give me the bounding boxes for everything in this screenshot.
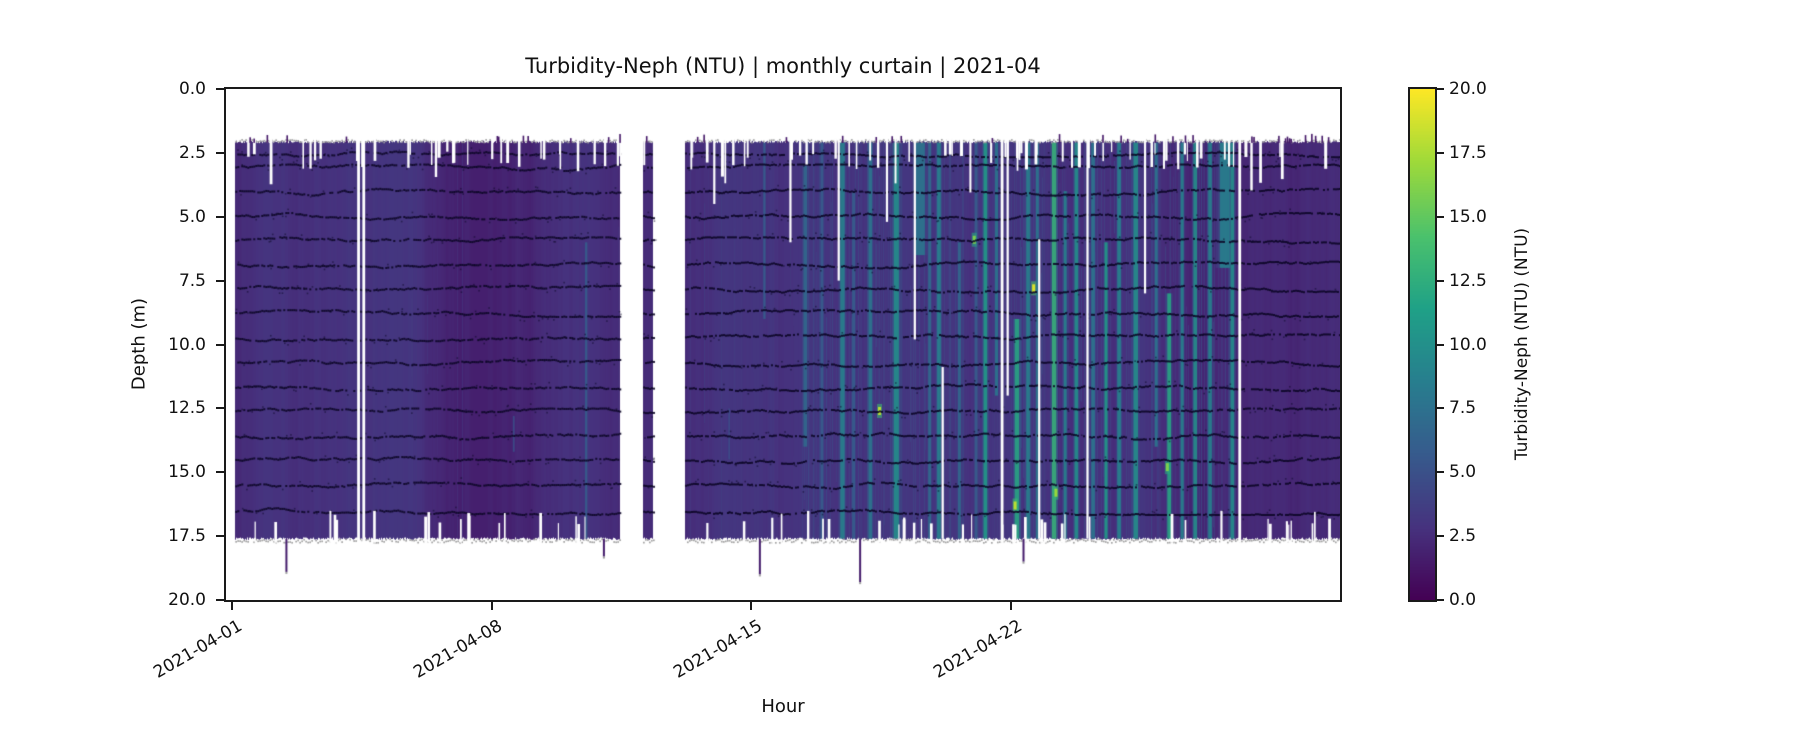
colorbar-tick-label: 5.0 — [1449, 462, 1477, 483]
colorbar-tick — [1437, 279, 1444, 282]
colorbar-tick — [1437, 599, 1444, 601]
y-tick-label: 2.5 — [178, 142, 206, 163]
y-tick-label: 12.5 — [168, 398, 206, 419]
heatmap-canvas — [226, 89, 1340, 600]
x-tick-label-text: 2021-04-15 — [669, 616, 766, 683]
y-tick — [216, 88, 224, 90]
colorbar — [1408, 87, 1437, 602]
colorbar-tick-label: 20.0 — [1449, 79, 1487, 99]
y-tick — [216, 215, 224, 218]
x-tick — [230, 602, 233, 610]
x-axis-label: Hour — [761, 696, 805, 717]
colorbar-canvas — [1410, 89, 1435, 600]
colorbar-tick-label: 17.5 — [1449, 142, 1487, 163]
y-tick-label: 20.0 — [168, 590, 206, 610]
y-tick — [216, 471, 224, 474]
x-tick — [490, 602, 493, 610]
colorbar-tick-label: 0.0 — [1449, 590, 1477, 610]
colorbar-tick-label: 2.5 — [1449, 526, 1477, 547]
colorbar-tick — [1437, 343, 1444, 346]
y-tick-label: 10.0 — [168, 334, 206, 355]
x-tick-label-text: 2021-04-08 — [409, 616, 506, 683]
plot-area — [224, 87, 1342, 602]
colorbar-label: Turbidity-Neph (NTU) (NTU) — [1512, 227, 1532, 461]
colorbar-tick-label: 7.5 — [1449, 398, 1477, 419]
x-tick — [750, 602, 753, 610]
colorbar-tick-label: 15.0 — [1449, 206, 1487, 227]
colorbar-tick — [1437, 407, 1444, 410]
y-tick — [216, 343, 224, 346]
colorbar-tick — [1437, 151, 1444, 154]
x-tick-label-text: 2021-04-22 — [929, 616, 1026, 683]
x-tick — [1010, 602, 1013, 610]
chart-title: Turbidity-Neph (NTU) | monthly curtain |… — [525, 54, 1041, 78]
y-tick-label: 0.0 — [178, 79, 206, 99]
y-tick-label: 15.0 — [168, 462, 206, 483]
colorbar-tick — [1437, 215, 1444, 218]
colorbar-tick — [1437, 471, 1444, 474]
colorbar-tick-label: 12.5 — [1449, 270, 1487, 291]
y-tick-label: 17.5 — [168, 526, 206, 547]
colorbar-tick — [1437, 88, 1444, 90]
y-tick-label: 5.0 — [178, 206, 206, 227]
colorbar-tick — [1437, 535, 1444, 538]
x-tick-label-text: 2021-04-01 — [150, 616, 246, 683]
y-tick-label: 7.5 — [178, 270, 206, 291]
y-tick — [216, 599, 224, 601]
colorbar-tick-label: 10.0 — [1449, 334, 1487, 355]
y-tick — [216, 151, 224, 154]
y-tick — [216, 407, 224, 410]
y-tick — [216, 535, 224, 538]
y-tick — [216, 279, 224, 282]
